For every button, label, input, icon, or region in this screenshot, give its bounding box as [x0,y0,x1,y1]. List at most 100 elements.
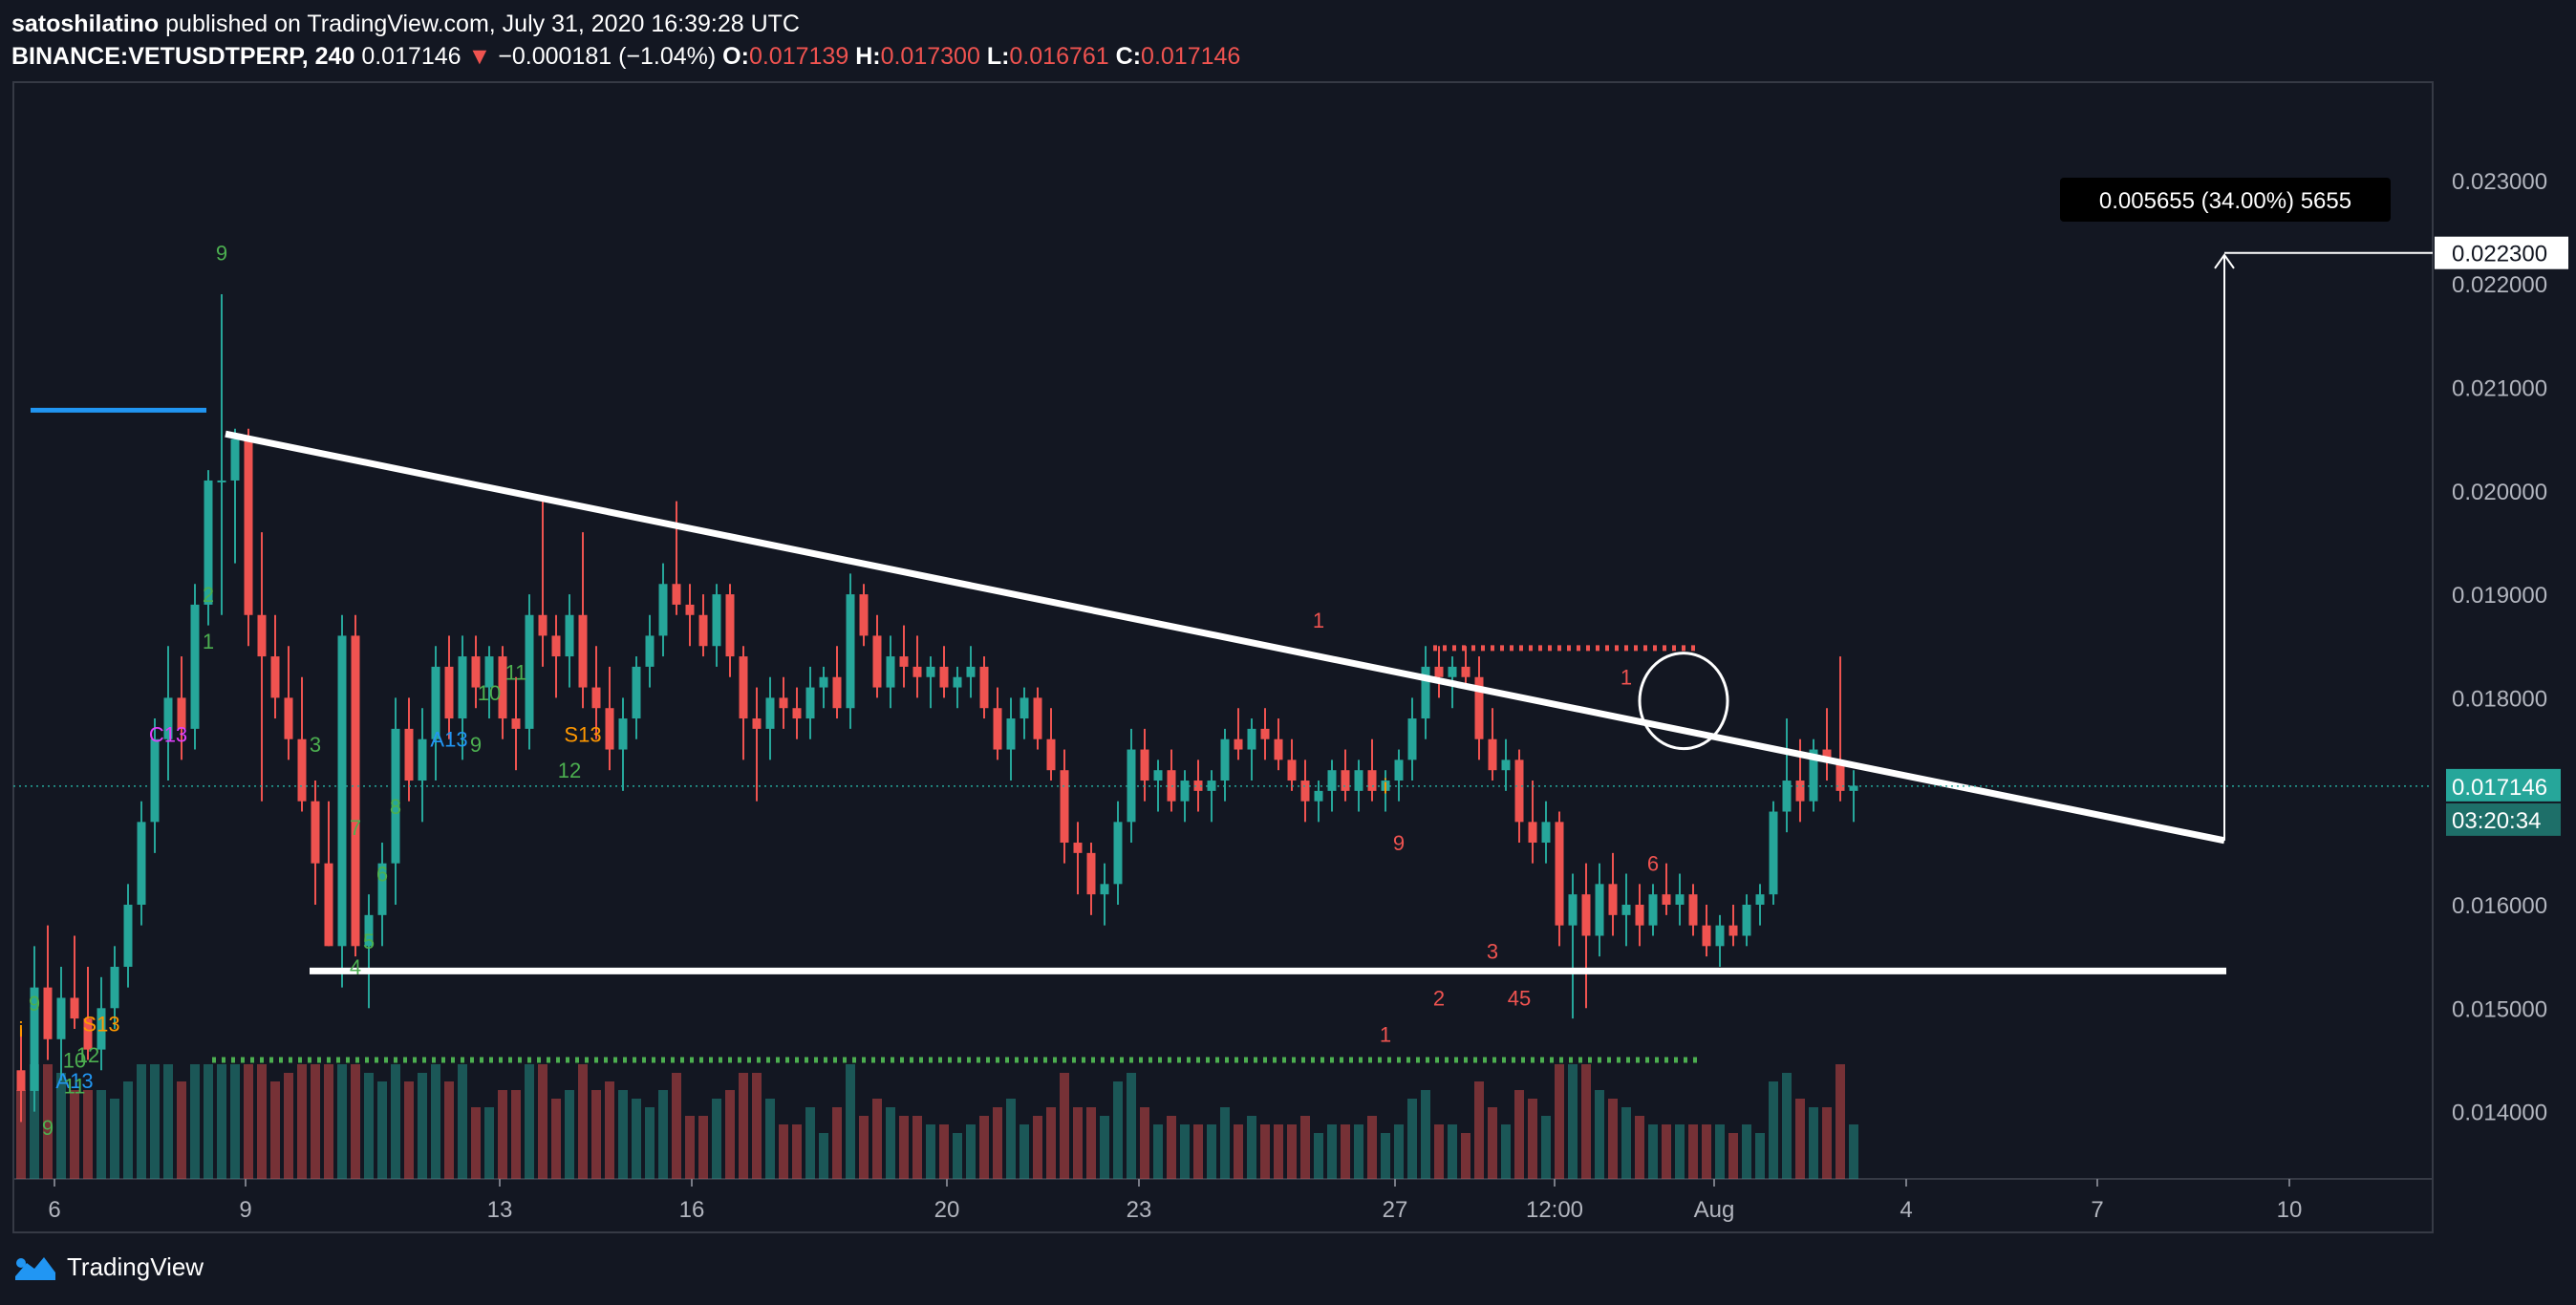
author-name[interactable]: satoshilatino [11,11,160,37]
candle-body [712,594,721,647]
tradingview-logo-icon [15,1257,55,1280]
candle-body [1662,894,1671,905]
candle-body [926,666,935,677]
measure-box [2060,178,2391,222]
volume-bar [284,1073,293,1179]
candle-body [297,738,307,802]
td-label: 9 [470,733,482,757]
x-tick-label: 7 [2091,1197,2103,1223]
symbol-label[interactable]: BINANCE:VETUSDTPERP, 240 [11,43,355,70]
td-label: 1 [1380,1022,1391,1046]
candle-body [1153,770,1163,781]
candle-body [1702,925,1711,947]
td-label: 2 [203,583,214,607]
candle-body [1769,811,1778,895]
candle-body [204,480,213,605]
low-label: L: [986,43,1010,70]
candle-body [872,635,882,688]
candle-body [230,439,240,481]
candle-body [270,656,280,698]
volume-bar [1715,1124,1725,1179]
candle-body [1448,666,1457,677]
ohlc-line: BINANCE:VETUSDTPERP, 240 0.017146 ▼ −0.0… [11,40,1240,73]
volume-bar [1809,1107,1818,1179]
open-value: 0.017139 [748,43,849,70]
volume-bar [1621,1107,1631,1179]
candle-body [1595,884,1604,936]
td-label: 9 [216,242,227,266]
x-tick-label: 20 [934,1197,960,1223]
volume-bar [819,1133,828,1179]
volume-bar [1287,1124,1297,1179]
y-tick-label: 0.014000 [2452,1101,2547,1126]
volume-bar [444,1081,454,1179]
td-label: 2 [1433,986,1445,1010]
volume-bar [70,1090,79,1179]
volume-bar [471,1107,481,1179]
candle-body [150,738,160,823]
candle-body [1528,822,1537,844]
volume-bar [605,1081,614,1179]
candle-body [832,676,842,709]
volume-bar [337,1064,347,1179]
candle-body [1327,770,1337,791]
candle-body [805,687,815,719]
candle-body [1193,781,1203,791]
volume-bar [1127,1073,1136,1179]
candle-body [70,997,79,1019]
candle-body [418,738,427,781]
candle-body [645,635,655,667]
candle-body [1635,905,1644,926]
volume-bar [993,1107,1002,1179]
volume-bar [311,1064,320,1179]
candle-body [1354,770,1363,791]
volume-bar [1568,1064,1578,1179]
x-tick-label: 10 [2277,1197,2303,1223]
candle-body [779,697,788,709]
x-tick-label: Aug [1694,1197,1735,1223]
volume-bar [364,1073,374,1179]
x-tick-label: 12:00 [1526,1197,1583,1223]
td-label: 12 [558,759,581,782]
last-price: 0.017146 [361,43,462,70]
volume-bar [1782,1073,1792,1179]
volume-bar [1461,1133,1470,1179]
volume-bar [1180,1124,1190,1179]
volume-bar [1086,1107,1096,1179]
volume-bar [926,1124,935,1179]
volume-bar [431,1064,440,1179]
candle-body [1247,728,1256,750]
candle-body [43,987,53,1039]
volume-bar [324,1064,333,1179]
brand-name[interactable]: TradingView [67,1252,204,1281]
volume-bar [30,1064,39,1179]
td-label: 8 [390,795,401,819]
candle-body [1287,759,1297,781]
volume-bar [551,1099,561,1179]
candle-body [979,666,989,709]
volume-bar [137,1064,146,1179]
y-tick-label: 0.018000 [2452,686,2547,712]
td-label: S13 [82,1013,119,1037]
volume-bar [257,1064,267,1179]
volume-bar [270,1081,280,1179]
volume-bar [511,1090,521,1179]
volume-bar [712,1099,721,1179]
volume-bar [645,1107,655,1179]
candle-body [364,914,374,947]
volume-bar [1153,1124,1163,1179]
candle-body [765,697,775,729]
volume-bar [1474,1081,1484,1179]
candle-body [859,594,869,636]
volume-bar [377,1081,387,1179]
volume-bar [498,1090,507,1179]
td-label: 11 [64,1075,86,1099]
td-label: 9 [42,1116,54,1140]
td-label: i [19,1017,24,1041]
volume-bar [939,1124,949,1179]
volume-bar [525,1064,534,1179]
target-price-label: 0.022300 [2452,242,2547,267]
volume-bars [16,1064,1858,1179]
